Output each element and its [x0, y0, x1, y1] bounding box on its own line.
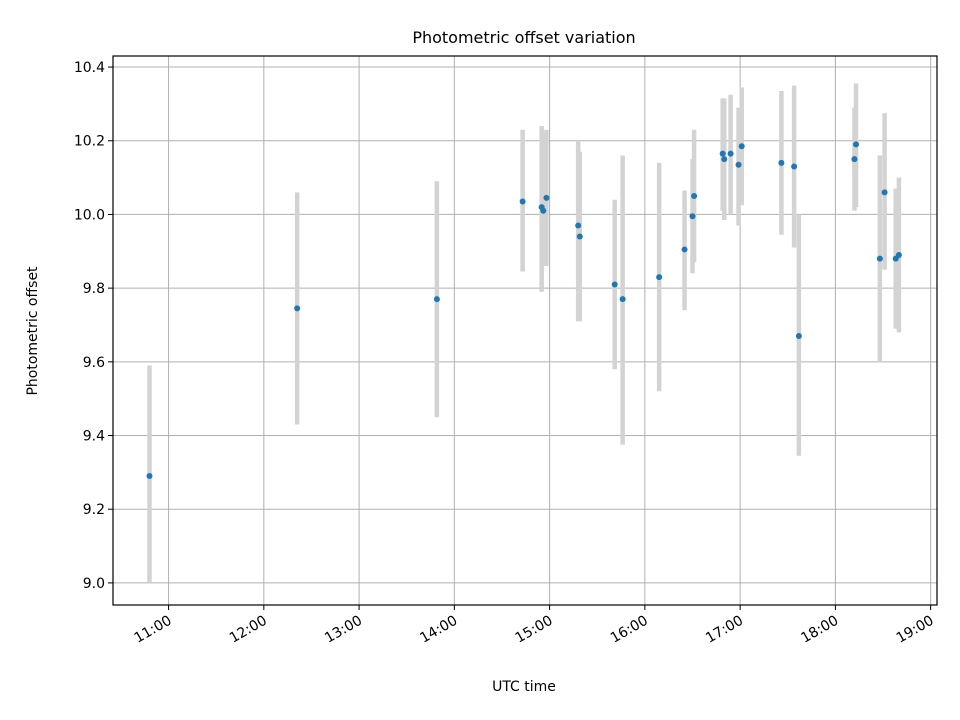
data-point — [146, 473, 153, 480]
x-tick-label: 17:00 — [703, 613, 746, 647]
y-axis-ticks: 9.0 9.2 9.4 9.6 9.8 10.0 10.2 10.4 — [74, 60, 113, 592]
data-point — [519, 198, 526, 205]
x-tick-label: 19:00 — [894, 613, 937, 647]
data-point — [294, 305, 301, 312]
x-axis-ticks: 11:00 12:00 13:00 14:00 15:00 16:00 17:00 18:00… — [132, 605, 937, 647]
data-point — [691, 193, 698, 200]
x-tick-label: 11:00 — [132, 613, 175, 647]
plot-frame — [112, 55, 938, 606]
data-point — [735, 161, 742, 168]
error-bars — [147, 83, 902, 583]
y-axis-label: Photometric offset — [25, 266, 41, 396]
data-point — [738, 143, 745, 150]
data-point — [727, 150, 734, 157]
y-tick-label: 10.4 — [74, 60, 105, 76]
x-tick-label: 12:00 — [227, 613, 270, 647]
data-point — [895, 251, 902, 258]
x-tick-label: 16:00 — [608, 613, 651, 647]
data-point — [611, 281, 618, 288]
data-point — [575, 222, 582, 229]
x-tick-label: 13:00 — [322, 613, 365, 647]
data-point — [619, 296, 626, 303]
data-point — [853, 141, 860, 148]
data-point — [881, 189, 888, 196]
y-tick-label: 9.4 — [83, 429, 105, 445]
y-tick-label: 9.8 — [83, 281, 105, 297]
data-point — [681, 246, 688, 253]
data-point — [719, 150, 726, 157]
data-point — [656, 274, 663, 281]
data-point — [795, 333, 802, 340]
data-point — [778, 159, 785, 166]
y-tick-label: 9.2 — [83, 502, 105, 518]
y-tick-label: 10.2 — [74, 134, 105, 150]
x-axis-label: UTC time — [492, 679, 556, 695]
y-tick-label: 9.6 — [83, 355, 105, 371]
x-tick-label: 14:00 — [417, 613, 460, 647]
y-tick-label: 9.0 — [83, 576, 105, 592]
grid — [113, 56, 937, 605]
x-tick-label: 18:00 — [798, 613, 841, 647]
x-tick-label: 15:00 — [513, 613, 556, 647]
data-point — [543, 194, 550, 201]
data-point — [851, 156, 858, 163]
data-point — [433, 296, 440, 303]
chart-title: Photometric offset variation — [412, 28, 635, 47]
data-point — [689, 213, 696, 220]
y-tick-label: 10.0 — [74, 207, 105, 223]
data-point — [540, 207, 547, 214]
data-point — [876, 255, 883, 262]
data-point — [721, 156, 728, 163]
data-points — [146, 141, 902, 480]
data-point — [576, 233, 583, 240]
data-point — [791, 163, 798, 170]
